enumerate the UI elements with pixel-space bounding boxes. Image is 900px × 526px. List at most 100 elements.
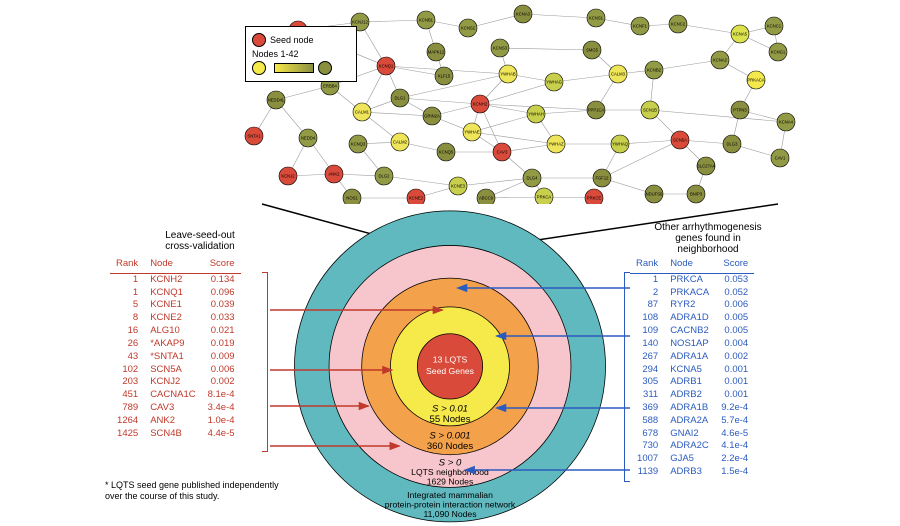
- table-row: 1KCNQ10.096: [110, 287, 241, 300]
- grad-from-swatch: [252, 61, 266, 75]
- footnote: * LQTS seed gene published independently…: [105, 480, 280, 502]
- node-fgf12: FGF12: [593, 169, 611, 187]
- svg-text:YWHAQ: YWHAQ: [612, 142, 629, 147]
- node-klf15: KLF15: [435, 67, 453, 85]
- svg-text:KCNS1: KCNS1: [589, 16, 604, 21]
- svg-text:NDUFS6: NDUFS6: [646, 192, 663, 197]
- table-row: 678GNAI24.6e-5: [630, 428, 754, 441]
- seed-label: Seed node: [270, 35, 314, 45]
- table-row: 311ADRB20.001: [630, 389, 754, 402]
- node-ppp1ca: PPP1CA: [587, 101, 605, 119]
- table-row: 2PRKACA0.052: [630, 287, 754, 300]
- node-kcna3: KCNA3: [514, 5, 532, 23]
- node-ndufs6: NDUFS6: [645, 185, 663, 203]
- svg-text:LQTS neighborhood: LQTS neighborhood: [411, 467, 489, 477]
- node-ywhag: YWHAG: [545, 73, 563, 91]
- svg-text:BNIP3: BNIP3: [690, 192, 703, 197]
- svg-text:KCNQ5: KCNQ5: [439, 150, 454, 155]
- node-prkca: PRKCA: [535, 188, 553, 204]
- svg-text:S > 0.01: S > 0.01: [432, 404, 468, 415]
- node-prkaca: PRKACA: [747, 71, 765, 89]
- node-grin2a: GRIN2A: [423, 107, 441, 125]
- svg-text:KCNQ1: KCNQ1: [379, 64, 394, 69]
- node-dlg4: DLG4: [523, 169, 541, 187]
- node-kcnq3: KCNQ3: [349, 135, 367, 153]
- table-row: 140NOS1AP0.004: [630, 338, 754, 351]
- node-kcne3: KCNE3: [449, 177, 467, 195]
- svg-text:YWHAG: YWHAG: [546, 80, 562, 85]
- node-ank2: ANK2: [325, 165, 343, 183]
- svg-text:DLG4: DLG4: [527, 176, 539, 181]
- svg-text:SCN5A: SCN5A: [673, 138, 687, 143]
- svg-text:NOS1: NOS1: [346, 196, 358, 201]
- node-cav3: CAV3: [493, 143, 511, 161]
- network-legend: Seed node Nodes 1-42: [245, 26, 357, 82]
- node-abcc9: ABCC9: [477, 189, 495, 204]
- node-ywhae: YWHAE: [463, 123, 481, 141]
- node-calm2: CALM2: [391, 133, 409, 151]
- svg-text:KCNA5: KCNA5: [733, 32, 748, 37]
- table-row: 730ADRA2C4.1e-4: [630, 440, 754, 453]
- svg-text:KCNE3: KCNE3: [451, 184, 466, 189]
- right-table-caption: Other arrhythmogenesis genes found in ne…: [638, 222, 778, 255]
- svg-text:KCNF1: KCNF1: [633, 24, 647, 29]
- svg-text:CALM3: CALM3: [611, 72, 626, 77]
- node-ywhaq: YWHAQ: [611, 135, 629, 153]
- node-smg5: SMG5: [583, 41, 601, 59]
- svg-text:YWHAH: YWHAH: [528, 112, 544, 117]
- table-row: 789CAV33.4e-4: [110, 402, 241, 415]
- svg-text:DLG1: DLG1: [395, 96, 407, 101]
- node-kcnc2: KCNC2: [669, 15, 687, 33]
- table-row: 1KCNH20.134: [110, 273, 241, 286]
- node-calm3: CALM3: [609, 65, 627, 83]
- node-kcnq5: KCNQ5: [437, 143, 455, 161]
- table-row: 109CACNB20.005: [630, 325, 754, 338]
- node-kcnb2: KCNB2: [645, 61, 663, 79]
- svg-text:1629 Nodes: 1629 Nodes: [427, 476, 474, 486]
- node-kcnh2: KCNH2: [471, 95, 489, 113]
- node-dlg1: DLG1: [391, 89, 409, 107]
- table-row: 102SCN5A0.006: [110, 364, 241, 377]
- svg-text:KCNA4: KCNA4: [779, 120, 794, 125]
- table-row: 87RYR20.006: [630, 299, 754, 312]
- node-kcns2: KCNS2: [459, 19, 477, 37]
- arrhythmo-table: RankNodeScore1PRKCA0.0532PRKACA0.05287RY…: [630, 258, 754, 479]
- svg-text:360 Nodes: 360 Nodes: [427, 441, 474, 452]
- node-cav1: CAV1: [771, 149, 789, 167]
- node-scn5a: SCN5A: [671, 131, 689, 149]
- svg-text:ANK2: ANK2: [329, 172, 341, 177]
- svg-text:SMG5: SMG5: [586, 48, 599, 53]
- table-row: 108ADRA1D0.005: [630, 312, 754, 325]
- svg-text:PTPN3: PTPN3: [733, 108, 747, 113]
- node-bnip3: BNIP3: [687, 185, 705, 203]
- svg-text:KCNA2: KCNA2: [713, 58, 728, 63]
- table-row: 294KCNA50.001: [630, 364, 754, 377]
- svg-text:CALM1: CALM1: [355, 110, 370, 115]
- node-kcng1: KCNG1: [769, 43, 787, 61]
- node-scn1b: SCN1B: [641, 101, 659, 119]
- node-kcnb1: KCNB1: [417, 11, 435, 29]
- svg-text:PRKCE: PRKCE: [587, 196, 602, 201]
- node-mapk12: MAPK12: [427, 43, 445, 61]
- node-snta1: SNTA1: [245, 127, 263, 145]
- svg-text:SCN1B: SCN1B: [643, 108, 657, 113]
- svg-text:PPP1CA: PPP1CA: [588, 108, 605, 113]
- svg-text:13 LQTS: 13 LQTS: [433, 355, 468, 365]
- node-kcns3: KCNS3: [491, 39, 509, 57]
- table-row: 588ADRA2A5.7e-4: [630, 415, 754, 428]
- node-kcnf1: KCNF1: [631, 17, 649, 35]
- left-table-caption: Leave-seed-out cross-validation: [130, 230, 270, 252]
- svg-text:NEDD4: NEDD4: [301, 136, 316, 141]
- svg-text:PRKCA: PRKCA: [537, 195, 552, 200]
- node-kcna4: KCNA4: [777, 113, 795, 131]
- svg-text:KCNA3: KCNA3: [516, 12, 531, 17]
- table-row: 1264ANK21.0e-4: [110, 415, 241, 428]
- node-ptpn3: PTPN3: [731, 101, 749, 119]
- nodes-label: Nodes 1-42: [252, 49, 299, 59]
- svg-text:YWHAZ: YWHAZ: [548, 142, 564, 147]
- svg-text:KCNJ2: KCNJ2: [281, 174, 295, 179]
- right-bracket: [624, 272, 630, 482]
- svg-text:KCNJ12: KCNJ12: [352, 20, 368, 25]
- table-row: 8KCNE20.033: [110, 312, 241, 325]
- node-slc27a4: SLC27A4: [697, 157, 716, 175]
